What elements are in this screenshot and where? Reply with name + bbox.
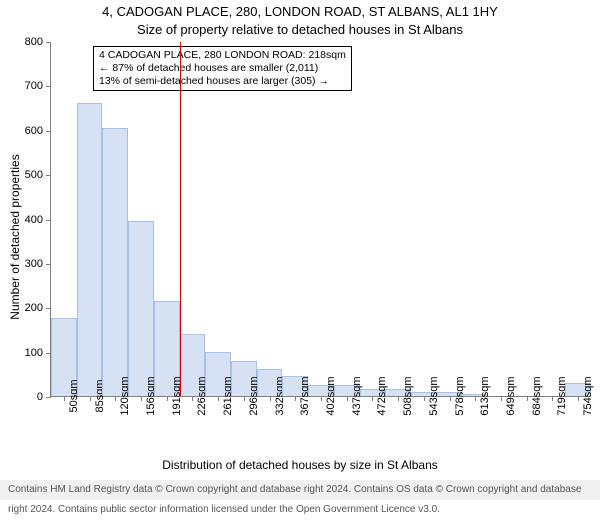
x-tick [450, 396, 451, 401]
x-tick [578, 396, 579, 401]
x-tick [192, 396, 193, 401]
x-tick-label: 684sqm [531, 376, 543, 415]
x-tick-label: 508sqm [402, 376, 414, 415]
y-tick-label: 0 [13, 391, 43, 403]
y-tick-label: 800 [13, 36, 43, 48]
y-tick [46, 397, 51, 398]
x-tick-label: 613sqm [479, 376, 491, 415]
x-tick-label: 543sqm [428, 376, 440, 415]
y-tick [46, 86, 51, 87]
y-tick [46, 264, 51, 265]
y-tick-label: 300 [13, 258, 43, 270]
y-tick [46, 131, 51, 132]
annotation-line-1: 4 CADOGAN PLACE, 280 LONDON ROAD: 218sqm [99, 49, 346, 62]
y-tick [46, 175, 51, 176]
x-tick [167, 396, 168, 401]
y-tick [46, 220, 51, 221]
y-tick [46, 308, 51, 309]
y-tick-label: 700 [13, 80, 43, 92]
x-tick [527, 396, 528, 401]
annotation-line-2: ← 87% of detached houses are smaller (2,… [99, 62, 346, 75]
x-tick-label: 367sqm [299, 376, 311, 415]
x-tick-label: 437sqm [351, 376, 363, 415]
annotation-line-3: 13% of semi-detached houses are larger (… [99, 75, 346, 88]
x-tick [244, 396, 245, 401]
x-tick-label: 754sqm [582, 376, 594, 415]
x-tick-label: 649sqm [505, 376, 517, 415]
title-line-2: Size of property relative to detached ho… [0, 22, 600, 37]
x-tick [270, 396, 271, 401]
y-tick [46, 42, 51, 43]
annotation-box: 4 CADOGAN PLACE, 280 LONDON ROAD: 218sqm… [93, 46, 352, 91]
x-tick [115, 396, 116, 401]
x-tick [372, 396, 373, 401]
y-tick-label: 400 [13, 214, 43, 226]
y-tick-label: 100 [13, 347, 43, 359]
x-tick [295, 396, 296, 401]
x-tick [90, 396, 91, 401]
footer-text: Contains HM Land Registry data © Crown c… [0, 480, 600, 500]
y-tick-label: 600 [13, 125, 43, 137]
x-tick [475, 396, 476, 401]
histogram-bar [102, 128, 128, 396]
x-axis-label: Distribution of detached houses by size … [0, 458, 600, 472]
x-tick [501, 396, 502, 401]
x-tick [552, 396, 553, 401]
x-tick-label: 472sqm [376, 376, 388, 415]
x-tick [398, 396, 399, 401]
histogram-bar [128, 221, 154, 396]
x-tick [321, 396, 322, 401]
histogram-bar [77, 103, 103, 396]
plot-area: 4 CADOGAN PLACE, 280 LONDON ROAD: 218sqm… [50, 42, 590, 397]
x-tick-label: 578sqm [454, 376, 466, 415]
y-tick-label: 200 [13, 302, 43, 314]
title-line-1: 4, CADOGAN PLACE, 280, LONDON ROAD, ST A… [0, 4, 600, 19]
x-tick [141, 396, 142, 401]
x-tick [347, 396, 348, 401]
x-tick [424, 396, 425, 401]
x-tick-label: 402sqm [325, 376, 337, 415]
x-tick [218, 396, 219, 401]
reference-vline [180, 42, 181, 396]
y-tick-label: 500 [13, 169, 43, 181]
chart-container: 4, CADOGAN PLACE, 280, LONDON ROAD, ST A… [0, 0, 600, 500]
x-tick [64, 396, 65, 401]
